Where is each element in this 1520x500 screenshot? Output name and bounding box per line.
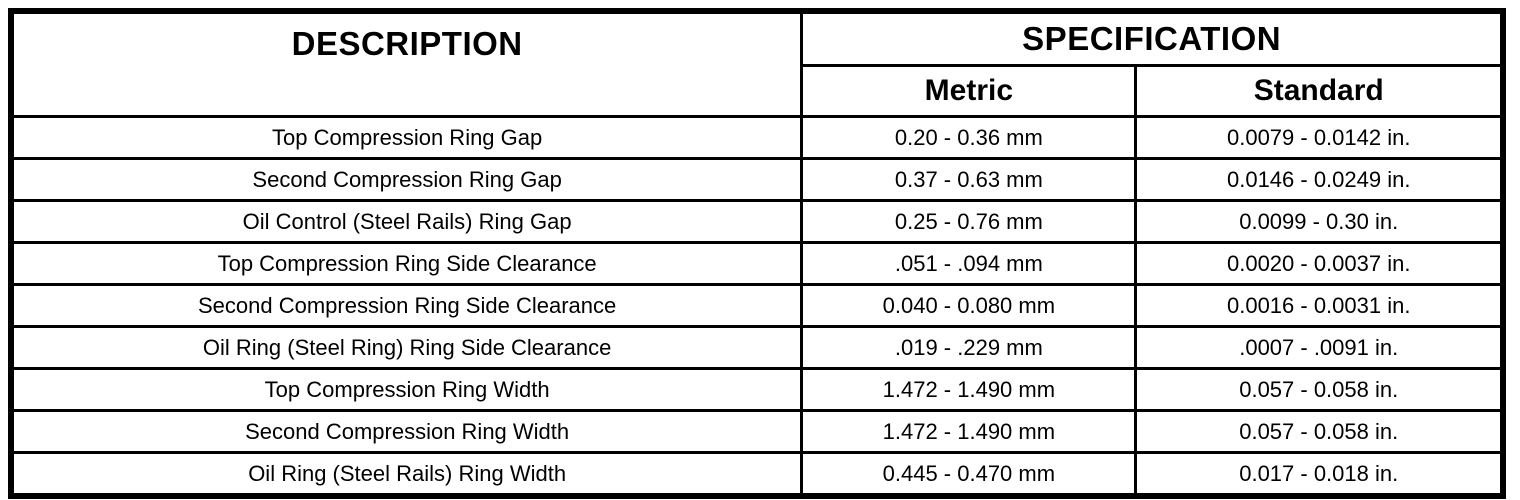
cell-description: Top Compression Ring Side Clearance	[9, 241, 804, 286]
cell-standard: 0.0020 - 0.0037 in.	[1134, 241, 1505, 286]
cell-description: Oil Ring (Steel Ring) Ring Side Clearanc…	[9, 325, 804, 370]
cell-description: Second Compression Ring Side Clearance	[9, 283, 804, 328]
table-row: Top Compression Ring Gap 0.20 - 0.36 mm …	[9, 115, 1505, 160]
cell-metric: 0.040 - 0.080 mm	[800, 283, 1138, 328]
header-metric: Metric	[800, 64, 1138, 118]
cell-metric: 0.20 - 0.36 mm	[800, 115, 1138, 160]
table-row: Second Compression Ring Side Clearance 0…	[9, 283, 1505, 328]
cell-metric: .019 - .229 mm	[800, 325, 1138, 370]
cell-standard: 0.057 - 0.058 in.	[1134, 409, 1505, 454]
cell-description: Second Compression Ring Width	[9, 409, 804, 454]
specification-table: DESCRIPTION SPECIFICATION Metric Standar…	[8, 8, 1506, 499]
cell-standard: 0.057 - 0.058 in.	[1134, 367, 1505, 412]
cell-metric: 0.445 - 0.470 mm	[800, 451, 1138, 498]
table-row: Second Compression Ring Gap 0.37 - 0.63 …	[9, 157, 1505, 202]
header-row-main: DESCRIPTION SPECIFICATION	[9, 9, 1505, 118]
table-row: Second Compression Ring Width 1.472 - 1.…	[9, 409, 1505, 454]
table-row: Oil Ring (Steel Ring) Ring Side Clearanc…	[9, 325, 1505, 370]
cell-metric: 0.25 - 0.76 mm	[800, 199, 1138, 244]
cell-metric: .051 - .094 mm	[800, 241, 1138, 286]
cell-standard: 0.0016 - 0.0031 in.	[1134, 283, 1505, 328]
table-row: Top Compression Ring Side Clearance .051…	[9, 241, 1505, 286]
table-row: Oil Control (Steel Rails) Ring Gap 0.25 …	[9, 199, 1505, 244]
table-row: Top Compression Ring Width 1.472 - 1.490…	[9, 367, 1505, 412]
header-description: DESCRIPTION	[9, 9, 804, 118]
cell-standard: 0.0079 - 0.0142 in.	[1134, 115, 1505, 160]
cell-metric: 0.37 - 0.63 mm	[800, 157, 1138, 202]
cell-standard: 0.017 - 0.018 in.	[1134, 451, 1505, 498]
cell-standard: 0.0099 - 0.30 in.	[1134, 199, 1505, 244]
header-standard: Standard	[1134, 64, 1505, 118]
cell-description: Top Compression Ring Width	[9, 367, 804, 412]
cell-standard: .0007 - .0091 in.	[1134, 325, 1505, 370]
cell-description: Oil Ring (Steel Rails) Ring Width	[9, 451, 804, 498]
cell-metric: 1.472 - 1.490 mm	[800, 367, 1138, 412]
header-specification: SPECIFICATION	[800, 9, 1505, 67]
cell-metric: 1.472 - 1.490 mm	[800, 409, 1138, 454]
header-row-sub: Metric Standard	[11, 64, 1505, 118]
cell-description: Oil Control (Steel Rails) Ring Gap	[9, 199, 804, 244]
table-header: DESCRIPTION SPECIFICATION Metric Standar…	[9, 9, 1505, 118]
cell-standard: 0.0146 - 0.0249 in.	[1134, 157, 1505, 202]
cell-description: Top Compression Ring Gap	[9, 115, 804, 160]
cell-description: Second Compression Ring Gap	[9, 157, 804, 202]
table-row: Oil Ring (Steel Rails) Ring Width 0.445 …	[9, 451, 1505, 498]
table-body: Top Compression Ring Gap 0.20 - 0.36 mm …	[9, 115, 1505, 498]
